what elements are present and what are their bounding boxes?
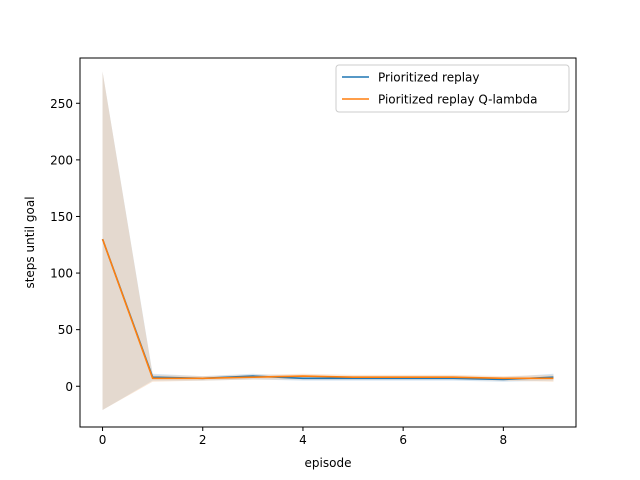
x-tick-label: 8 <box>500 433 508 447</box>
x-tick-label: 6 <box>399 433 407 447</box>
x-tick-label: 4 <box>299 433 307 447</box>
y-axis-label: steps until goal <box>23 196 37 288</box>
x-tick-label: 0 <box>99 433 107 447</box>
y-tick-label: 150 <box>50 210 73 224</box>
y-tick-label: 0 <box>65 380 73 394</box>
y-axis-ticks: 0 50 100 150 200 250 <box>50 97 80 394</box>
legend: Prioritized replay Pioritized replay Q-la… <box>335 64 570 113</box>
y-tick-label: 200 <box>50 153 73 167</box>
series-line-1 <box>101 238 554 380</box>
legend-label-1: Pioritized replay Q-lambda <box>378 93 537 107</box>
series-lines <box>101 238 554 381</box>
plot-frame <box>79 57 577 428</box>
confidence-bands <box>102 71 554 411</box>
y-tick-label: 250 <box>50 97 73 111</box>
y-tick-label: 100 <box>50 267 73 281</box>
confidence-band-1 <box>102 71 554 411</box>
x-axis-ticks: 0 2 4 6 8 <box>99 427 507 447</box>
y-tick-label: 50 <box>58 323 73 337</box>
legend-box <box>335 64 570 113</box>
x-tick-label: 2 <box>199 433 207 447</box>
x-axis-label: episode <box>305 456 352 470</box>
confidence-band-0 <box>102 71 554 411</box>
legend-label-0: Prioritized replay <box>378 71 480 85</box>
